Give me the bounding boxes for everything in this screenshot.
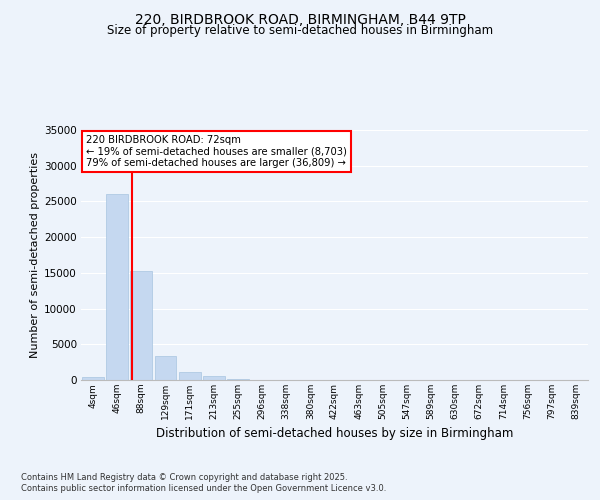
Bar — [179, 372, 200, 380]
Bar — [130, 272, 152, 380]
Bar — [155, 356, 176, 380]
Text: Contains public sector information licensed under the Open Government Licence v3: Contains public sector information licen… — [21, 484, 386, 493]
Text: Size of property relative to semi-detached houses in Birmingham: Size of property relative to semi-detach… — [107, 24, 493, 37]
Bar — [227, 379, 249, 380]
Text: 220 BIRDBROOK ROAD: 72sqm
← 19% of semi-detached houses are smaller (8,703)
79% : 220 BIRDBROOK ROAD: 72sqm ← 19% of semi-… — [86, 135, 347, 168]
X-axis label: Distribution of semi-detached houses by size in Birmingham: Distribution of semi-detached houses by … — [156, 428, 513, 440]
Bar — [82, 377, 104, 380]
Text: Contains HM Land Registry data © Crown copyright and database right 2025.: Contains HM Land Registry data © Crown c… — [21, 472, 347, 482]
Bar — [106, 194, 128, 380]
Y-axis label: Number of semi-detached properties: Number of semi-detached properties — [30, 152, 40, 358]
Text: 220, BIRDBROOK ROAD, BIRMINGHAM, B44 9TP: 220, BIRDBROOK ROAD, BIRMINGHAM, B44 9TP — [134, 12, 466, 26]
Bar — [203, 376, 224, 380]
